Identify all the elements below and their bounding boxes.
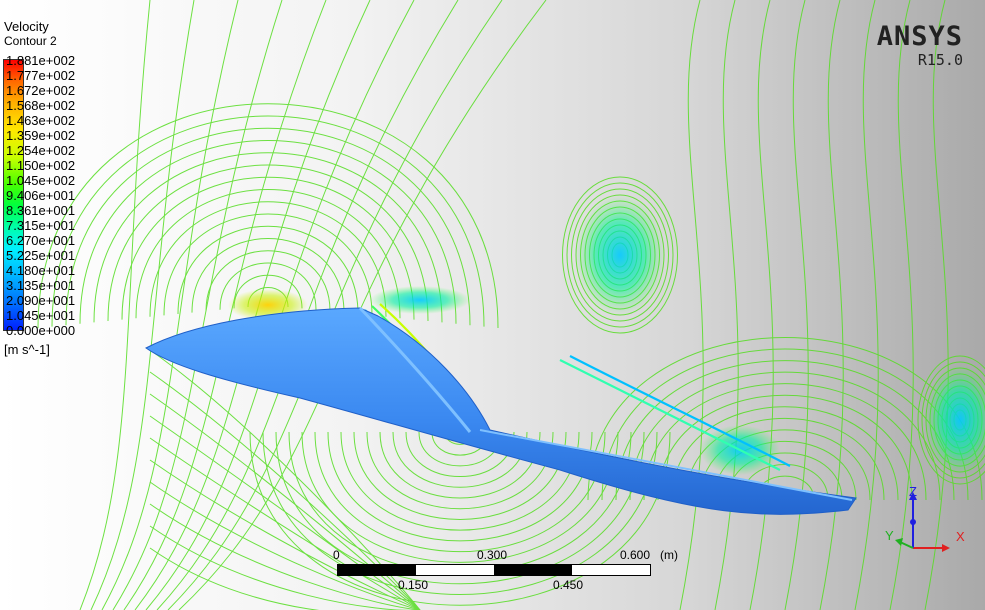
legend-units: [m s^-1]: [4, 342, 50, 357]
colorbar-tick-label: 1.568e+002: [6, 98, 76, 113]
colorbar-tick-label: 1.359e+002: [6, 128, 76, 143]
contour-line: [90, 0, 195, 610]
scale-bar: [337, 564, 651, 576]
contour-line: [917, 355, 985, 485]
colorbar-tick-label: 3.135e+001: [6, 278, 76, 293]
contour-line: [79, 0, 151, 610]
contour-line: [366, 431, 554, 510]
version-label: R15.0: [917, 51, 963, 69]
colorbar-tick-label: 1.254e+002: [6, 143, 76, 158]
colorbar-tick-label: 1.463e+002: [6, 113, 76, 128]
colorbar-tick-label: 5.225e+001: [6, 248, 76, 263]
contour-line: [219, 262, 317, 310]
colorbar-tick-label: 7.315e+001: [6, 218, 76, 233]
contour-line: [149, 415, 421, 610]
colorbar-tick-label: 1.881e+002: [6, 53, 76, 68]
contour-line: [854, 0, 879, 610]
legend-contour-name: Contour 2: [4, 34, 57, 48]
body-trailing-ridge: [479, 429, 853, 501]
contour-line: [149, 349, 421, 610]
colorbar-tick-label: 1.777e+002: [6, 68, 76, 83]
legend-variable: Velocity: [4, 19, 49, 34]
contour-line: [340, 431, 580, 531]
contour-line: [566, 182, 674, 328]
contour-line: [51, 115, 485, 327]
contour-line: [571, 188, 670, 322]
wake-vortex-1: [575, 195, 665, 315]
contour-line: [149, 371, 421, 610]
contour-line: [671, 406, 899, 501]
contour-line: [657, 394, 913, 501]
colorbar-tick-label: 1.150e+002: [6, 158, 76, 173]
contour-line: [149, 393, 421, 610]
contour-line: [921, 361, 985, 479]
colorbar-tick-label: 9.406e+001: [6, 188, 76, 203]
contour-line: [177, 225, 359, 315]
contour-line: [149, 503, 421, 610]
contour-line: [121, 176, 415, 320]
axis-y-label: Y: [885, 528, 894, 543]
contour-line: [699, 429, 871, 501]
contour-line: [191, 238, 345, 313]
axis-triad: X Z Y: [885, 484, 965, 552]
contour-line: [149, 437, 421, 610]
scale-label-0: 0: [333, 548, 340, 562]
wake-vortex-2: [924, 364, 985, 476]
contour-line: [149, 481, 421, 610]
contour-line: [163, 213, 373, 316]
contour-line: [301, 431, 619, 563]
contour-line: [249, 431, 671, 606]
contour-line: [924, 0, 949, 610]
scale-label-0450: 0.450: [553, 578, 584, 592]
contour-line: [149, 547, 420, 610]
velocity-contour-lines: [37, 0, 985, 610]
colorbar-tick-label: 6.270e+001: [6, 233, 76, 248]
colorbar[interactable]: [3, 59, 24, 331]
scale-label-0150: 0.150: [398, 578, 429, 592]
contour-line: [714, 0, 739, 610]
axis-x-label: X: [956, 529, 965, 544]
contour-line: [749, 0, 774, 610]
scale-label-0600: 0.600: [620, 548, 651, 562]
contour-line: [819, 0, 844, 610]
contour-line: [562, 176, 679, 334]
wake-vortex-4: [370, 286, 470, 314]
scale-unit: (m): [660, 548, 678, 562]
contour-line: [784, 0, 809, 610]
contour-line: [327, 431, 593, 542]
ansys-brand: ANSYS R15.0: [876, 21, 963, 69]
contour-line: [149, 201, 387, 317]
body-leading-edge-ridge: [358, 306, 472, 433]
contour-line: [37, 103, 499, 329]
colorbar-tick-label: 4.180e+001: [6, 263, 76, 278]
colorbar-tick-label: 8.361e+001: [6, 203, 76, 218]
contour-line: [685, 418, 885, 501]
contour-line: [149, 459, 421, 610]
contour-line: [107, 164, 429, 322]
axis-z-label: Z: [909, 484, 917, 499]
colorbar-tick-label: 0.000e+000: [6, 323, 76, 338]
contour-line: [65, 127, 471, 326]
contour-line: [629, 371, 941, 501]
contour-line: [679, 0, 704, 610]
contour-line: [79, 140, 457, 324]
colorbar-tick-label: 2.090e+001: [6, 293, 76, 308]
body-surface: [145, 307, 857, 515]
contour-line: [275, 431, 645, 585]
contour-line: [93, 152, 443, 323]
contour-line: [889, 0, 914, 610]
scale-label-0300: 0.300: [477, 548, 508, 562]
colorbar-tick-label: 1.672e+002: [6, 83, 76, 98]
contour-line: [713, 440, 857, 501]
ansys-logo: ANSYS: [876, 21, 963, 52]
contour-line: [353, 431, 567, 520]
colorbar-tick-label: 1.045e+002: [6, 173, 76, 188]
colorbar-tick-label: 1.045e+001: [6, 308, 76, 323]
contour-line: [205, 250, 331, 312]
